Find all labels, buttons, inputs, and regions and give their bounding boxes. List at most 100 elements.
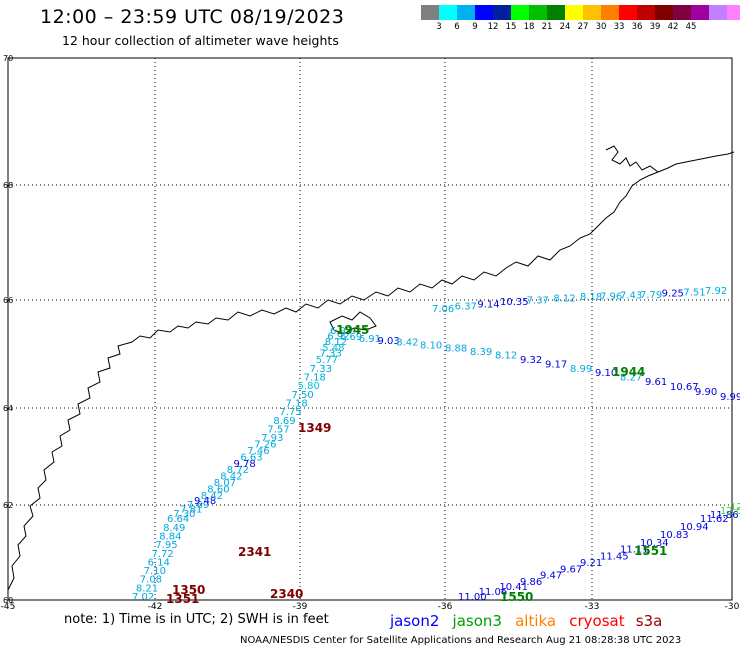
- swh-value: 10.83: [660, 530, 689, 541]
- swh-value: 8.88: [445, 344, 467, 355]
- colorbar-label: 21: [541, 22, 553, 32]
- swh-value: 8.42: [201, 491, 223, 502]
- swh-value: 8.72: [227, 465, 249, 476]
- swh-value: 7.69: [187, 500, 209, 511]
- lon-label: -33: [585, 602, 600, 612]
- swh-value: 12.06: [720, 506, 740, 517]
- lat-label: 60: [3, 596, 13, 605]
- time-label: 1351: [166, 592, 199, 606]
- swh-value: 10.35: [500, 297, 529, 308]
- lon-label: -45: [1, 602, 16, 612]
- colorbar-swatch: [619, 5, 637, 20]
- colorbar-swatch: [709, 5, 727, 20]
- swh-value: 9.67: [560, 564, 582, 575]
- swh-value: 9.21: [580, 558, 602, 569]
- swh-value: 7.43: [620, 291, 642, 302]
- swh-value: 8.42: [396, 338, 418, 349]
- colorbar-label: 30: [595, 22, 607, 32]
- lat-label: 70: [3, 54, 13, 63]
- swh-value: 7.18: [304, 373, 326, 384]
- legend-s3a: s3a: [635, 612, 663, 630]
- time-label: 2340: [270, 587, 303, 601]
- swh-value: 7.92: [705, 286, 727, 297]
- swh-value: 10.34: [640, 538, 669, 549]
- lat-label: 68: [3, 181, 13, 190]
- colorbar-label: 33: [613, 22, 625, 32]
- legend-cryosat: cryosat: [569, 612, 625, 630]
- colorbar-label: 9: [472, 22, 478, 32]
- swh-value: 9.78: [233, 459, 255, 470]
- swh-value: 6.63: [240, 452, 262, 463]
- colorbar-label: 6: [454, 22, 460, 32]
- colorbar-swatch: [565, 5, 583, 20]
- swh-value: 6.37: [455, 302, 477, 313]
- swh-value: 8.84: [159, 531, 181, 542]
- swh-value: 8.69: [273, 416, 295, 427]
- colorbar-label: 3: [436, 22, 442, 32]
- swh-value: 7.37: [527, 295, 549, 306]
- colorbar-label: 42: [667, 22, 679, 32]
- swh-value: 7.95: [155, 540, 177, 551]
- swh-value: 6.64: [167, 514, 189, 525]
- swh-value: 7.46: [247, 446, 269, 457]
- colorbar-label: 18: [523, 22, 535, 32]
- swh-value: 9.03: [378, 336, 400, 347]
- colorbar-swatch: [421, 5, 439, 20]
- time-label: 1551: [634, 544, 667, 558]
- colorbar-swatch: [601, 5, 619, 20]
- time-label: 1550: [500, 590, 533, 604]
- swh-value: 9.14: [477, 299, 499, 310]
- swh-value: 9.48: [194, 496, 216, 507]
- colorbar-swatch: [547, 5, 565, 20]
- swh-value: 6.92: [327, 332, 349, 343]
- swh-value: 9.17: [545, 359, 567, 370]
- lon-label: -30: [725, 602, 740, 612]
- lat-label: 64: [3, 404, 13, 413]
- swh-value: 7.30: [173, 509, 195, 520]
- colorbar-label: 15: [505, 22, 517, 32]
- colorbar-swatch: [637, 5, 655, 20]
- axis-labels: 70 68 66 64 62 60-45 -42 -39 -36 -33 -30: [1, 54, 740, 612]
- lon-label: -36: [438, 602, 453, 612]
- swh-value: 10.94: [680, 522, 709, 533]
- swh-value: 5.80: [298, 381, 320, 392]
- colorbar-swatch: [691, 5, 709, 20]
- satellite-legend: jason2 jason3 altika cryosat s3a: [390, 612, 662, 630]
- page-title: 12:00 – 23:59 UTC 08/19/2023: [40, 6, 345, 28]
- swh-value: 7.72: [151, 549, 173, 560]
- swh-value: 8.39: [470, 347, 492, 358]
- colorbar-swatch: [511, 5, 529, 20]
- swh-value: 10.67: [670, 382, 699, 393]
- colorbar-label: 39: [649, 22, 661, 32]
- swh-value: 11.00: [458, 592, 487, 603]
- swh-value: 8.60: [207, 485, 229, 496]
- swh-value: 8.99: [570, 364, 592, 375]
- swh-value: 10.41: [499, 582, 528, 593]
- colorbar-swatch: [529, 5, 547, 20]
- colorbar-swatch: [457, 5, 475, 20]
- swh-value: 11.62: [700, 514, 729, 525]
- coastline-path: [7, 151, 735, 591]
- swh-value: 9.90: [695, 387, 717, 398]
- swh-value: 7.81: [180, 504, 202, 515]
- swh-value: 7.50: [292, 390, 314, 401]
- swh-value: 7.33: [310, 364, 332, 375]
- note-body: 1) Time is in UTC; 2) SWH is in feet: [101, 612, 329, 627]
- swh-value: 5.77: [316, 355, 338, 366]
- swh-value: 7.51: [683, 287, 705, 298]
- lat-label: 62: [3, 501, 13, 510]
- swh-value: 7.57: [267, 424, 289, 435]
- colorbar-swatch: [673, 5, 691, 20]
- colorbar-label: 36: [631, 22, 643, 32]
- swh-labels: 7.028.217.087.106.147.727.958.848.496.64…: [132, 286, 740, 606]
- colorbar: [421, 5, 740, 20]
- colorbar-swatch: [493, 5, 511, 20]
- swh-value: 9.32: [520, 355, 542, 366]
- swh-value: 9.47: [540, 571, 562, 582]
- coastline: [7, 145, 735, 591]
- swh-value: 7.10: [144, 566, 166, 577]
- swh-value: 8.12: [553, 294, 575, 305]
- swh-value: 8.42: [220, 472, 242, 483]
- swh-value: 6.91: [359, 334, 381, 345]
